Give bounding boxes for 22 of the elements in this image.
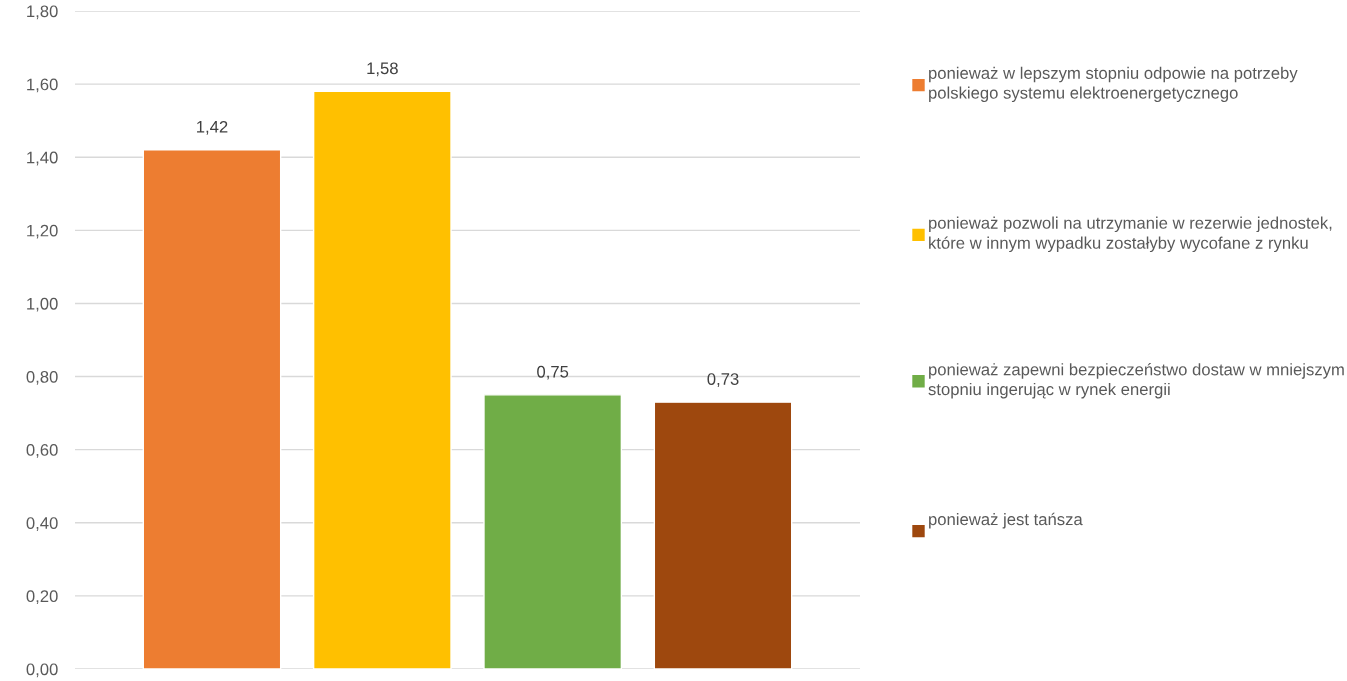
bar (142, 149, 282, 669)
y-tick-label: 0,80 (26, 370, 58, 385)
data-label: 0,75 (537, 365, 569, 380)
legend-label: ponieważ w lepszym stopniu odpowie na potrzeby polskiego systemu elektroenergetycznego (929, 66, 1298, 103)
y-tick-label: 0,20 (26, 590, 58, 605)
y-tick-label: 0,60 (26, 444, 58, 458)
data-label: 1,42 (197, 120, 228, 135)
legend-label: ponieważ jest tańsza (929, 512, 1083, 529)
y-tick-label: 1,40 (27, 151, 58, 166)
legend-label: ponieważ pozwoli na utrzymanie w rezerwie jednostek, które w innym wypadku zostałyby wycofane z rynku (929, 216, 1332, 253)
y-tick-label: 1,20 (27, 224, 58, 239)
y-tick-label: 1,00 (27, 297, 58, 312)
legend-label: ponieważ zapewni bezpieczeństwo dostaw w mniejszym stopniu ingerując w rynek energii (928, 362, 1344, 399)
y-tick-label: 1,80 (27, 5, 58, 20)
data-label: 1,58 (367, 62, 398, 77)
y-tick-label: 1,60 (27, 78, 58, 93)
y-tick-label: 0,00 (26, 663, 58, 678)
y-tick-label: 0,40 (26, 517, 58, 531)
data-label: 0,73 (707, 373, 739, 387)
bar (653, 401, 793, 669)
bar (312, 90, 452, 669)
bar (483, 394, 623, 669)
